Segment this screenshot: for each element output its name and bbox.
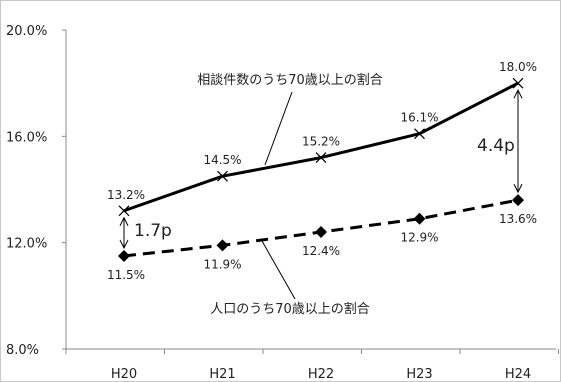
series-1-annotation: 相談件数のうち70歳以上の割合 [197, 72, 383, 88]
gap-arrow-h20-head-top [119, 216, 129, 226]
series-1-data-label: 13.2% [107, 188, 145, 202]
y-tick-label: 16.0% [6, 130, 47, 145]
series-2-callout-line [261, 240, 296, 300]
x-marker-stroke [414, 128, 425, 140]
series-1-data-label: 16.1% [400, 111, 438, 125]
gap-annotation-h20: 1.7p [134, 221, 172, 241]
tick-labels: 8.0% 12.0% 16.0% 20.0% H20 H21 H22 H23 H24 [6, 24, 531, 382]
series-2-data-label: 12.4% [302, 244, 340, 258]
gap-arrow-h24-head-bottom [513, 183, 523, 194]
x-tick-label: H22 [308, 367, 334, 382]
y-tick-label: 20.0% [6, 24, 47, 39]
series-2-marker [413, 212, 426, 225]
data-labels: 13.2% 14.5% 15.2% 16.1% 18.0% 11.5% 11.9% 12.4%… [107, 60, 537, 282]
x-tick-label: H23 [406, 367, 432, 382]
gap-arrow-h20-head-bottom [119, 239, 129, 250]
gap-arrows [119, 89, 523, 250]
series-markers [118, 77, 524, 262]
x-marker-stroke [315, 152, 327, 164]
series-1-marker [217, 170, 228, 182]
series-2-data-label: 12.9% [400, 231, 438, 245]
y-tick-label: 12.0% [6, 237, 47, 252]
series-2-data-label: 11.5% [107, 268, 145, 282]
series-1-marker [118, 205, 130, 217]
series-1-data-label: 14.5% [203, 153, 241, 167]
x-marker-stroke [118, 205, 130, 217]
series-2-marker [118, 249, 130, 262]
axes [62, 29, 559, 354]
x-tick-label: H20 [111, 367, 137, 382]
series-1-marker [414, 128, 425, 140]
series-2-marker [315, 226, 327, 239]
series-2-marker [216, 239, 229, 252]
series-2-data-label: 11.9% [203, 257, 241, 271]
series-2-marker [512, 194, 524, 207]
x-marker-stroke [217, 170, 228, 182]
series-2-annotation: 人口のうち70歳以上の割合 [210, 301, 370, 317]
gap-annotation-h24: 4.4p [477, 136, 515, 156]
x-tick-label: H24 [505, 367, 531, 382]
series-1-marker [315, 152, 327, 164]
series-1-data-label: 15.2% [302, 135, 340, 149]
gap-arrow-h24-head-top [513, 89, 523, 99]
series-1-data-label: 18.0% [499, 60, 537, 74]
series-1-marker [512, 77, 524, 89]
x-marker-stroke [512, 77, 524, 89]
series-2-data-label: 13.6% [499, 212, 537, 226]
series-1-callout-line [264, 91, 293, 166]
y-tick-label: 8.0% [6, 343, 39, 358]
x-tick-label: H21 [209, 367, 235, 382]
